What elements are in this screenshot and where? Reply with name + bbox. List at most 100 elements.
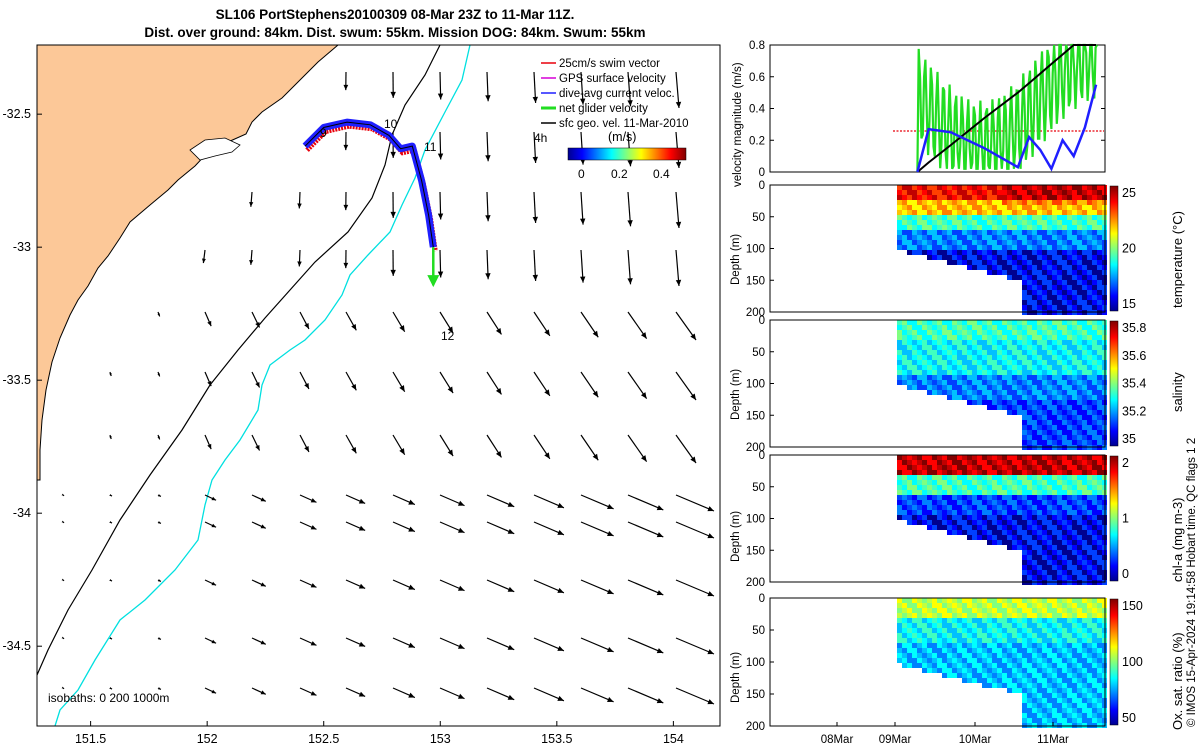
section-cell bbox=[957, 340, 962, 345]
section-cell bbox=[942, 200, 947, 205]
section-cell bbox=[992, 200, 997, 205]
section-cell bbox=[942, 638, 947, 643]
section-cell bbox=[1077, 435, 1082, 440]
section-cell bbox=[1027, 658, 1032, 663]
section-cell bbox=[907, 325, 912, 330]
section-cell bbox=[982, 460, 987, 465]
section-cell bbox=[987, 185, 992, 190]
section-cell bbox=[1047, 693, 1052, 698]
section-cell bbox=[1042, 515, 1047, 520]
section-cell bbox=[1037, 460, 1042, 465]
section-cell bbox=[957, 648, 962, 653]
legend-item-swim: 25cm/s swim vector bbox=[541, 58, 660, 70]
velocity-arrow bbox=[533, 637, 565, 652]
section-cell bbox=[902, 500, 907, 505]
section-cell bbox=[947, 633, 952, 638]
section-cell bbox=[917, 470, 922, 475]
section-cell bbox=[992, 525, 997, 530]
section-cell bbox=[897, 245, 902, 250]
section-cell bbox=[1032, 245, 1037, 250]
section-cell bbox=[1087, 713, 1092, 718]
section-cell bbox=[1022, 240, 1027, 245]
section-cell bbox=[927, 485, 932, 490]
section-cell bbox=[1072, 240, 1077, 245]
section-cell bbox=[1007, 375, 1012, 380]
section-cell bbox=[947, 475, 952, 480]
velocity-ytick-label: 0.6 bbox=[749, 72, 765, 84]
section-cell bbox=[1072, 565, 1077, 570]
depth-tick-label: 200 bbox=[746, 577, 765, 589]
section-cell bbox=[1072, 300, 1077, 305]
section-cell bbox=[1082, 648, 1087, 653]
section-cell bbox=[1077, 718, 1082, 723]
section-cell bbox=[1012, 658, 1017, 663]
section-cell bbox=[972, 455, 977, 460]
section-cell bbox=[967, 205, 972, 210]
section-cell bbox=[1002, 375, 1007, 380]
section-cell bbox=[992, 215, 997, 220]
section-cell bbox=[942, 335, 947, 340]
section-cell bbox=[982, 465, 987, 470]
section-cell bbox=[1082, 290, 1087, 295]
section-cell bbox=[907, 598, 912, 603]
section-cell bbox=[972, 375, 977, 380]
section-cell bbox=[1052, 500, 1057, 505]
section-cell bbox=[922, 623, 927, 628]
section-cell bbox=[1062, 340, 1067, 345]
section-cell bbox=[1032, 330, 1037, 335]
section-cell bbox=[1027, 300, 1032, 305]
section-cell bbox=[1072, 643, 1077, 648]
section-cell bbox=[1097, 430, 1102, 435]
depth-tick-label: 50 bbox=[752, 347, 765, 359]
section-cell bbox=[1052, 330, 1057, 335]
section-cell bbox=[1072, 245, 1077, 250]
section-cell bbox=[997, 325, 1002, 330]
section-cell bbox=[1042, 290, 1047, 295]
section-cell bbox=[1027, 713, 1032, 718]
section-cell bbox=[1077, 485, 1082, 490]
section-cell bbox=[1092, 375, 1097, 380]
section-cell bbox=[1077, 475, 1082, 480]
section-cell bbox=[1077, 245, 1082, 250]
section-cell bbox=[1092, 345, 1097, 350]
section-cell bbox=[1067, 300, 1072, 305]
section-cell bbox=[942, 375, 947, 380]
section-cell bbox=[1062, 240, 1067, 245]
section-cell bbox=[1052, 440, 1057, 445]
velocity-arrow bbox=[109, 686, 113, 690]
section-cell bbox=[1047, 658, 1052, 663]
section-cell bbox=[1067, 575, 1072, 580]
section-cell bbox=[1072, 350, 1077, 355]
section-cell bbox=[972, 210, 977, 215]
section-cell bbox=[1047, 490, 1052, 495]
section-cell bbox=[917, 465, 922, 470]
section-cell bbox=[1087, 350, 1092, 355]
section-cell bbox=[1047, 325, 1052, 330]
section-cell bbox=[977, 200, 982, 205]
depth-tick-label: 100 bbox=[746, 379, 765, 391]
section-cell bbox=[1057, 575, 1062, 580]
section-cell bbox=[1012, 320, 1017, 325]
section-cell bbox=[1082, 405, 1087, 410]
section-cell bbox=[972, 205, 977, 210]
section-cell bbox=[1077, 440, 1082, 445]
section-cell bbox=[1047, 555, 1052, 560]
section-cell bbox=[1067, 325, 1072, 330]
section-cell bbox=[1002, 520, 1007, 525]
section-cell bbox=[937, 500, 942, 505]
section-cell bbox=[1032, 380, 1037, 385]
section-cell bbox=[897, 653, 902, 658]
section-cell bbox=[977, 255, 982, 260]
section-cell bbox=[907, 603, 912, 608]
section-cell bbox=[1032, 495, 1037, 500]
section-cell bbox=[1067, 455, 1072, 460]
section-cell bbox=[962, 335, 967, 340]
section-cell bbox=[1032, 365, 1037, 370]
section-cell bbox=[952, 220, 957, 225]
section-cell bbox=[997, 648, 1002, 653]
section-cell bbox=[1012, 395, 1017, 400]
section-cell bbox=[1067, 708, 1072, 713]
section-cell bbox=[1027, 648, 1032, 653]
section-cell bbox=[1047, 603, 1052, 608]
section-cell bbox=[977, 345, 982, 350]
